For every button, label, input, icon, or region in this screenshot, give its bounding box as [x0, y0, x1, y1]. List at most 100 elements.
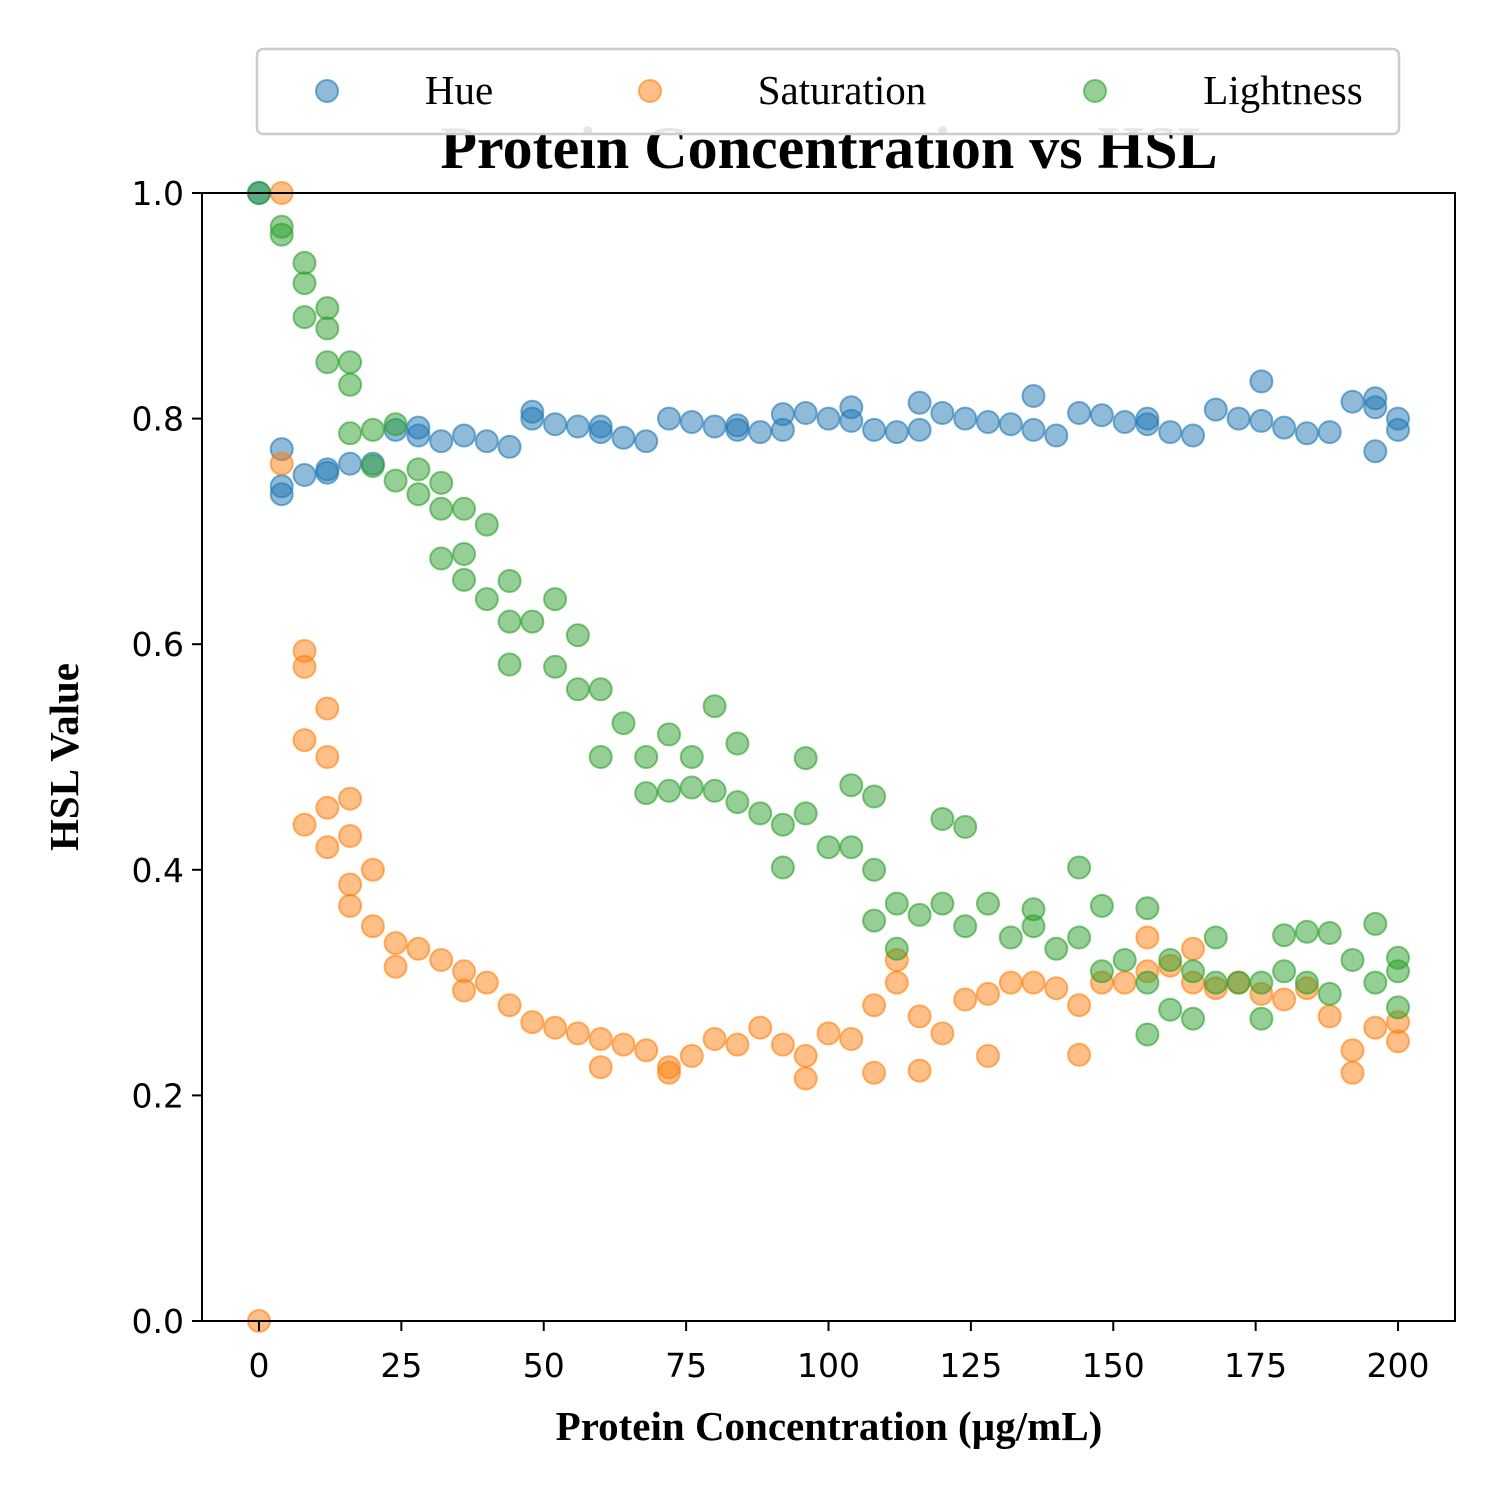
hue-point — [1021, 384, 1046, 408]
saturation-point — [976, 1043, 1000, 1068]
x-tick-label: 175 — [1224, 1346, 1287, 1385]
hue-point — [1272, 415, 1297, 440]
saturation-point — [360, 914, 385, 939]
saturation-point — [315, 696, 340, 721]
lightness-point — [452, 542, 476, 566]
saturation-point — [611, 1032, 636, 1057]
saturation-point — [315, 745, 340, 769]
lightness-point — [588, 745, 613, 769]
lightness-point — [315, 296, 340, 321]
lightness-point — [1135, 970, 1160, 995]
hue-point — [1203, 397, 1228, 422]
hue-point — [634, 429, 659, 454]
lightness-point — [1135, 1022, 1160, 1047]
lightness-point — [1203, 925, 1228, 950]
hue-point — [725, 413, 750, 438]
hue-point — [1181, 423, 1205, 448]
hue-point — [657, 406, 681, 431]
lightness-point — [862, 908, 887, 933]
hue-point — [930, 401, 955, 425]
x-tick-label: 0 — [248, 1346, 269, 1385]
saturation-point — [1272, 987, 1297, 1012]
lightness-point — [953, 914, 978, 939]
hue-point — [315, 460, 340, 485]
saturation-point — [1021, 970, 1046, 995]
lightness-point — [497, 609, 522, 634]
lightness-point — [1386, 945, 1410, 970]
saturation-point — [1067, 993, 1092, 1018]
hue-point — [1340, 389, 1365, 414]
lightness-point — [1158, 997, 1183, 1022]
hue-point — [406, 415, 431, 440]
saturation-point — [816, 1021, 841, 1046]
lightness-point — [338, 421, 363, 446]
lightness-point — [816, 835, 841, 860]
lightness-point — [360, 417, 385, 442]
lightness-point — [543, 654, 568, 679]
lightness-point — [452, 496, 476, 521]
saturation-point — [1340, 1060, 1365, 1085]
lightness-point — [1363, 911, 1388, 936]
saturation-point — [976, 981, 1000, 1006]
legend-label-saturation: Saturation — [758, 67, 927, 113]
saturation-point — [793, 1043, 818, 1068]
lightness-point — [953, 814, 978, 839]
hue-point — [1294, 421, 1319, 446]
hue-point — [998, 412, 1023, 437]
saturation-point — [930, 1021, 955, 1046]
lightness-point — [862, 857, 887, 882]
lightness-point — [565, 677, 590, 702]
hue-point — [702, 414, 727, 439]
x-tick-label: 25 — [380, 1346, 422, 1385]
lightness-point — [338, 372, 363, 397]
lightness-point — [725, 731, 750, 756]
legend: Hue Saturation Lightness — [255, 47, 1401, 136]
lightness-point — [497, 652, 522, 677]
hue-point — [429, 429, 454, 454]
saturation-point — [1363, 1015, 1388, 1040]
hue-point — [452, 423, 476, 448]
lightness-point — [429, 470, 454, 495]
series-lightness — [247, 181, 1410, 1047]
lightness-point — [1226, 970, 1251, 995]
hue-point — [1363, 386, 1388, 411]
lightness-point — [497, 569, 522, 593]
lightness-point — [383, 412, 408, 437]
lightness-point — [565, 623, 590, 648]
hue-point — [543, 412, 568, 437]
x-tick-label: 125 — [939, 1346, 1002, 1385]
lightness-point — [1294, 919, 1319, 944]
lightness-point — [634, 781, 659, 806]
lightness-point — [907, 902, 932, 927]
lightness-point — [634, 745, 659, 769]
saturation-point — [1386, 1029, 1410, 1054]
hue-point — [1089, 403, 1114, 428]
saturation-point — [383, 954, 408, 979]
lightness-point — [474, 512, 499, 537]
x-tick-label: 200 — [1367, 1346, 1430, 1385]
saturation-point — [292, 812, 317, 837]
hue-point — [1363, 439, 1388, 464]
lightness-point — [1249, 1006, 1274, 1031]
y-tick-label: 0.0 — [132, 1302, 184, 1341]
x-tick-label: 75 — [665, 1346, 707, 1385]
saturation-point — [520, 1010, 545, 1035]
x-tick-label: 50 — [523, 1346, 565, 1385]
y-axis-ticks: 0.0 0.2 0.4 0.6 0.8 1.0 — [132, 174, 202, 1341]
lightness-point — [520, 609, 545, 634]
lightness-point — [1294, 970, 1319, 995]
hue-point — [1249, 408, 1274, 433]
lightness-point — [1112, 948, 1137, 972]
saturation-point — [679, 1043, 704, 1068]
lightness-point — [315, 350, 340, 375]
hue-point — [1112, 410, 1137, 434]
hue-point — [816, 406, 841, 431]
lightness-point — [1181, 959, 1205, 984]
legend-label-lightness: Lightness — [1203, 67, 1362, 113]
lightness-point — [702, 694, 727, 719]
saturation-point — [725, 1032, 750, 1057]
lightness-point — [702, 778, 727, 803]
lightness-point — [383, 468, 408, 493]
hue-point — [520, 399, 545, 424]
